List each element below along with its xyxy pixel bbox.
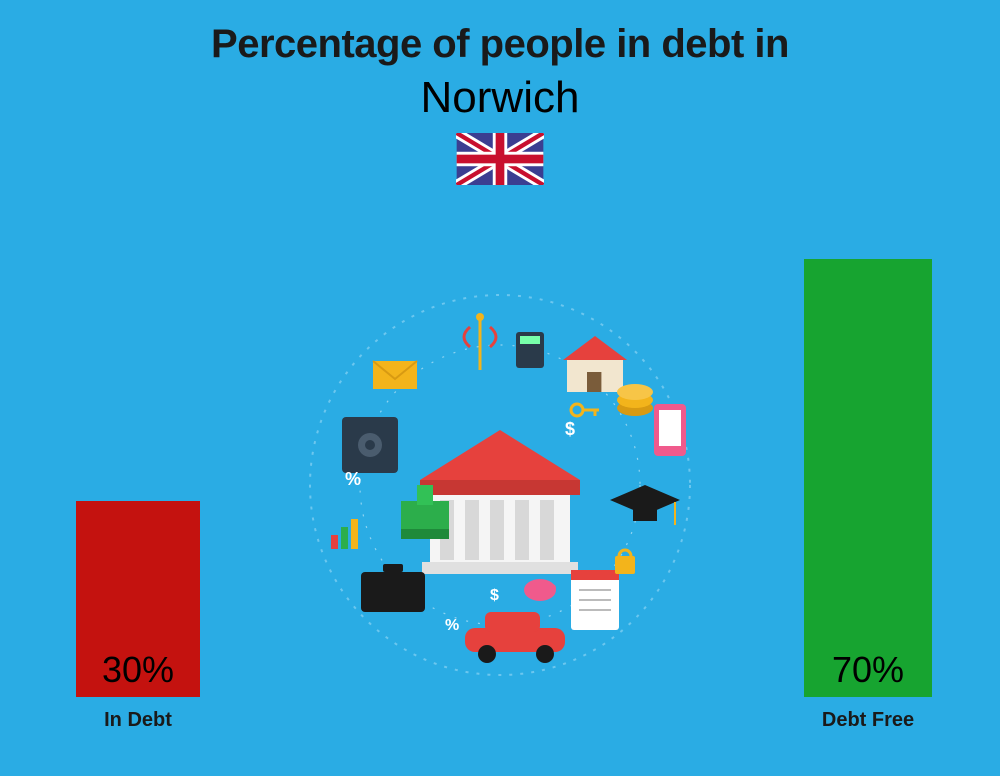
bar-debt-free-category: Debt Free xyxy=(822,709,914,732)
bar-debt-free-value: 70% xyxy=(832,649,904,697)
bar-debt-free: 70% Debt Free xyxy=(804,259,932,732)
uk-flag-icon xyxy=(456,133,544,185)
svg-text:%: % xyxy=(345,469,361,489)
svg-text:$: $ xyxy=(565,419,575,439)
bar-in-debt-value: 30% xyxy=(102,649,174,697)
bar-in-debt-rect: 30% xyxy=(76,501,200,697)
bar-debt-free-rect: 70% xyxy=(804,259,932,697)
finance-isometric-icon: % % $ $ xyxy=(285,270,715,700)
svg-text:%: % xyxy=(445,617,459,634)
bar-in-debt-category: In Debt xyxy=(104,709,172,732)
page-subtitle: Norwich xyxy=(0,73,1000,123)
page-title: Percentage of people in debt in xyxy=(0,0,1000,67)
bar-in-debt: 30% In Debt xyxy=(76,501,200,732)
svg-text:$: $ xyxy=(490,587,499,604)
